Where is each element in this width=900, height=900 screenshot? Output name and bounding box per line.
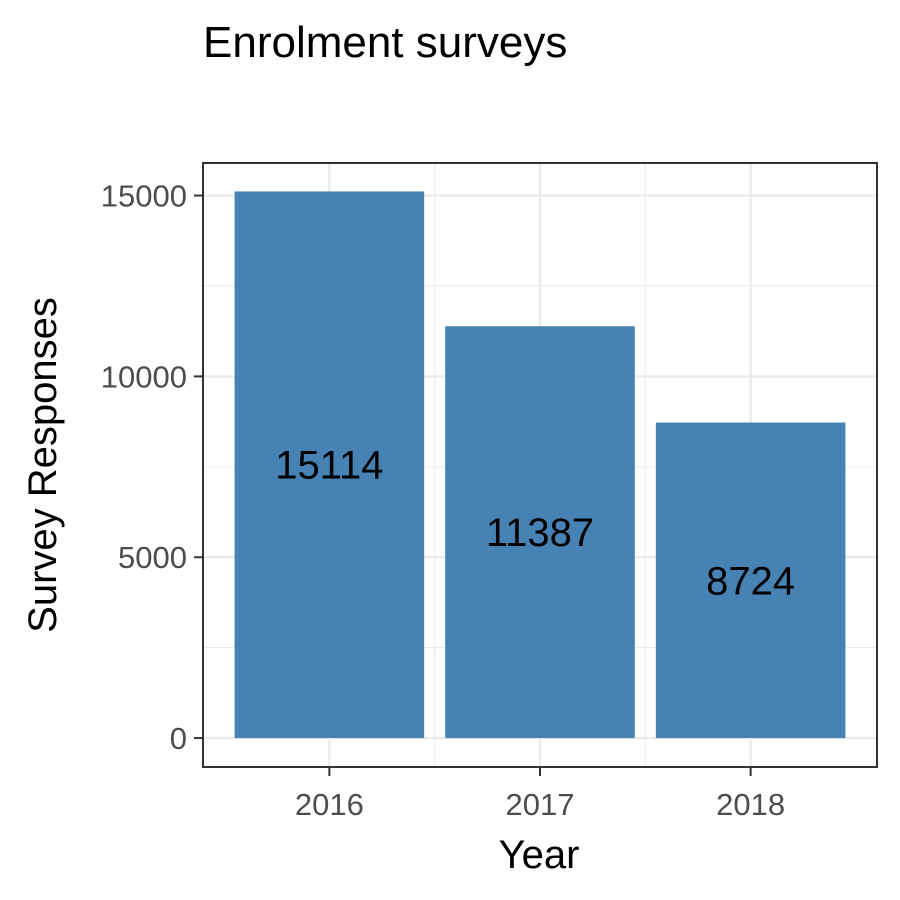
y-axis-tick-label: 10000 xyxy=(101,359,187,394)
x-axis-tick-label: 2016 xyxy=(295,787,364,822)
y-axis-title: Survey Responses xyxy=(21,297,65,633)
y-axis: 0 5000 10000 15000 xyxy=(101,179,203,756)
y-axis-tick-label: 15000 xyxy=(101,179,187,214)
bar-value-label-2017: 11387 xyxy=(486,511,594,555)
bar-2018 xyxy=(655,422,846,739)
bar-value-labels: 15114 11387 8724 xyxy=(275,444,795,604)
bars xyxy=(234,191,846,739)
bar-value-label-2018: 8724 xyxy=(706,559,795,603)
x-axis: 2016 2017 2018 xyxy=(295,767,785,822)
x-axis-tick-label: 2018 xyxy=(716,787,785,822)
bar-2017 xyxy=(445,326,635,739)
y-axis-tick-label: 0 xyxy=(170,721,187,756)
x-axis-title: Year xyxy=(499,833,580,877)
x-axis-tick-label: 2017 xyxy=(506,787,575,822)
chart-title: Enrolment surveys xyxy=(203,18,568,67)
bar-value-label-2016: 15114 xyxy=(275,444,383,488)
y-axis-tick-label: 5000 xyxy=(118,540,187,575)
bar-2016 xyxy=(234,191,425,739)
